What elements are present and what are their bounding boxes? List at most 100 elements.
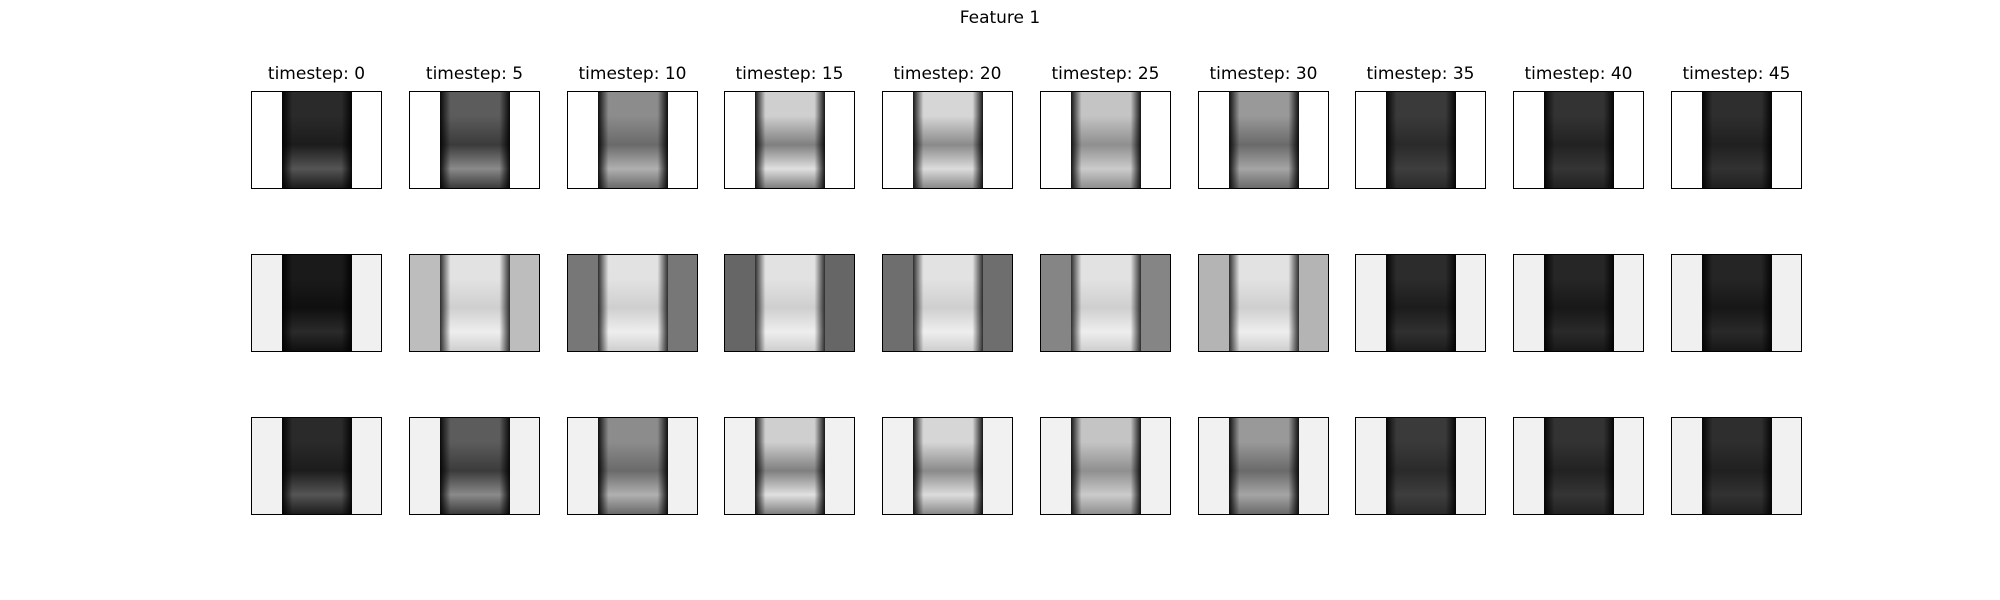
image-panel	[1040, 417, 1171, 515]
column-title: timestep: 10	[578, 64, 687, 84]
column-title: timestep: 40	[1524, 64, 1633, 84]
panel-object-shading	[1386, 255, 1456, 351]
panel-image	[1356, 255, 1485, 351]
image-panel	[409, 417, 540, 515]
panel-object-shading	[1071, 255, 1141, 351]
panel-object-shading	[1544, 418, 1614, 514]
column-title: timestep: 35	[1366, 64, 1475, 84]
panel-image	[725, 92, 854, 188]
panel-object-shading	[1702, 418, 1772, 514]
image-panel	[1671, 417, 1802, 515]
panel-object-shading	[598, 92, 668, 188]
panel-object-shading	[1386, 92, 1456, 188]
column-title: timestep: 5	[425, 64, 524, 84]
panel-object-shading	[282, 255, 352, 351]
panel-image	[883, 255, 1012, 351]
panel-object-shading	[755, 92, 825, 188]
image-panel	[1355, 91, 1486, 189]
image-panel	[251, 91, 382, 189]
image-panel	[724, 254, 855, 352]
image-panel	[724, 417, 855, 515]
panel-image	[883, 418, 1012, 514]
panel-object-shading	[755, 255, 825, 351]
panel-image	[1514, 418, 1643, 514]
panel-image	[1356, 418, 1485, 514]
image-panel	[1671, 91, 1802, 189]
image-panel	[251, 254, 382, 352]
column-title: timestep: 45	[1682, 64, 1791, 84]
image-panel	[567, 91, 698, 189]
panel-image	[410, 255, 539, 351]
panel-image	[1041, 418, 1170, 514]
panel-image	[1672, 255, 1801, 351]
panel-image	[568, 92, 697, 188]
panel-object-shading	[755, 418, 825, 514]
column-title: timestep: 30	[1209, 64, 1318, 84]
panel-image	[1356, 92, 1485, 188]
image-panel	[882, 417, 1013, 515]
panel-image	[1199, 255, 1328, 351]
image-panel	[724, 91, 855, 189]
panel-object-shading	[1702, 255, 1772, 351]
image-panel	[882, 91, 1013, 189]
panel-image	[252, 418, 381, 514]
image-panel	[251, 417, 382, 515]
image-panel	[1513, 417, 1644, 515]
panel-image	[410, 418, 539, 514]
image-panel	[1040, 91, 1171, 189]
panel-image	[1514, 255, 1643, 351]
panel-object-shading	[282, 92, 352, 188]
panel-object-shading	[1544, 255, 1614, 351]
panel-image	[568, 418, 697, 514]
column-title: timestep: 0	[267, 64, 366, 84]
panel-image	[725, 418, 854, 514]
panel-object-shading	[440, 418, 510, 514]
panel-object-shading	[440, 92, 510, 188]
panel-image	[725, 255, 854, 351]
image-panel	[1355, 254, 1486, 352]
panel-image	[252, 92, 381, 188]
panel-object-shading	[1702, 92, 1772, 188]
panel-object-shading	[598, 255, 668, 351]
panel-object-shading	[440, 255, 510, 351]
image-panel	[567, 417, 698, 515]
panel-image	[1672, 92, 1801, 188]
figure-title: Feature 1	[959, 8, 1041, 28]
image-panel	[409, 91, 540, 189]
panel-image	[1199, 418, 1328, 514]
panel-object-shading	[1071, 418, 1141, 514]
panel-object-shading	[282, 418, 352, 514]
panel-object-shading	[1071, 92, 1141, 188]
panel-object-shading	[598, 418, 668, 514]
panel-image	[1514, 92, 1643, 188]
panel-object-shading	[1544, 92, 1614, 188]
panel-object-shading	[1229, 418, 1299, 514]
panel-image	[1199, 92, 1328, 188]
panel-object-shading	[913, 418, 983, 514]
panel-object-shading	[1229, 92, 1299, 188]
panel-image	[568, 255, 697, 351]
column-title: timestep: 15	[735, 64, 844, 84]
panel-object-shading	[913, 92, 983, 188]
column-title: timestep: 20	[893, 64, 1002, 84]
image-panel	[1040, 254, 1171, 352]
image-panel	[409, 254, 540, 352]
image-panel	[1198, 91, 1329, 189]
image-panel	[1355, 417, 1486, 515]
panel-image	[252, 255, 381, 351]
image-panel	[567, 254, 698, 352]
image-panel	[1513, 254, 1644, 352]
panel-image	[1041, 255, 1170, 351]
panel-image	[410, 92, 539, 188]
panel-object-shading	[1229, 255, 1299, 351]
image-panel	[1198, 254, 1329, 352]
panel-image	[1041, 92, 1170, 188]
image-panel	[1198, 417, 1329, 515]
column-title: timestep: 25	[1051, 64, 1160, 84]
panel-object-shading	[913, 255, 983, 351]
panel-image	[1672, 418, 1801, 514]
image-panel	[1671, 254, 1802, 352]
image-panel	[882, 254, 1013, 352]
panel-image	[883, 92, 1012, 188]
